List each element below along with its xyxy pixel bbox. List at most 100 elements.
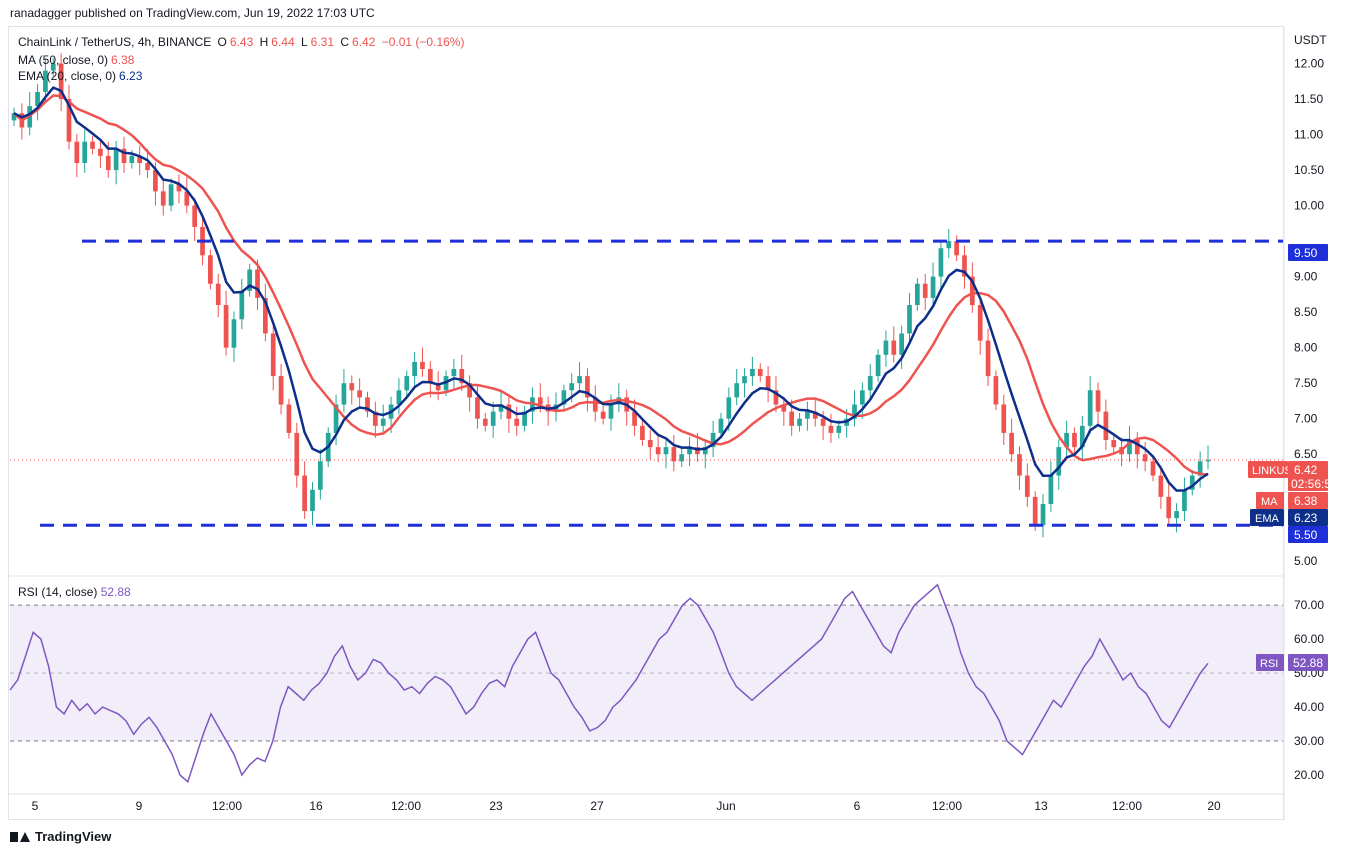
candle-body <box>427 368 433 384</box>
candle-body <box>482 418 488 426</box>
close-value: 6.42 <box>352 35 376 49</box>
candle-body <box>396 390 402 405</box>
candle-body <box>891 340 897 355</box>
candle-body <box>333 404 339 433</box>
candle-body <box>522 411 527 426</box>
candle-body <box>710 432 716 448</box>
candle-body <box>1142 454 1148 462</box>
candle-body <box>640 425 645 441</box>
candle-body <box>50 63 56 71</box>
candle-body <box>1072 432 1077 448</box>
candle-body <box>687 447 692 455</box>
candle-body <box>1095 390 1101 412</box>
ema20-line <box>13 86 1209 492</box>
open-value: 6.43 <box>229 35 254 49</box>
candle-body <box>1189 475 1195 490</box>
rsi-badge-value: 52.88 <box>1293 656 1323 670</box>
candle-body <box>867 376 873 391</box>
candle-body <box>969 276 975 306</box>
candle-body <box>702 447 708 455</box>
candle-body <box>239 290 245 320</box>
candle-body <box>365 397 370 412</box>
candle-body <box>985 340 991 377</box>
candle-body <box>914 283 920 306</box>
candle-body <box>922 283 928 298</box>
candle-body <box>907 305 912 334</box>
candle-body <box>1127 440 1132 455</box>
candle-body <box>781 404 787 412</box>
candle-body <box>883 340 889 355</box>
symbol-legend: ChainLink / TetherUS, 4h, BINANCE O 6.43 … <box>18 35 465 49</box>
ema-legend-value: 6.23 <box>119 69 143 83</box>
candle-body <box>35 91 40 107</box>
candle-body <box>153 170 158 192</box>
candle-body <box>789 411 795 426</box>
candle-body <box>74 141 80 163</box>
candle-body <box>750 368 755 377</box>
candle-body <box>1032 496 1038 526</box>
candle-body <box>435 383 441 391</box>
candle-body <box>278 376 284 405</box>
time-tick-label: 12:00 <box>932 799 962 813</box>
candle-body <box>11 113 17 121</box>
ma50-line <box>13 94 1209 477</box>
candle-body <box>451 368 457 377</box>
candle-body <box>514 418 520 426</box>
time-tick-label: 27 <box>590 799 604 813</box>
candle-body <box>805 411 810 419</box>
candle-body <box>247 269 253 291</box>
candle-body <box>467 383 472 398</box>
candle-body <box>145 162 150 171</box>
candle-body <box>357 390 362 398</box>
candle-body <box>1150 461 1156 476</box>
price-tick-label: 7.00 <box>1294 412 1318 426</box>
rsi-tick-label: 70.00 <box>1294 598 1324 612</box>
candle-body <box>184 191 190 206</box>
time-tick-label: 6 <box>854 799 861 813</box>
candle-body <box>820 418 826 426</box>
candle-body <box>632 411 637 426</box>
candle-body <box>1134 440 1140 455</box>
candle-body <box>98 148 103 156</box>
candle-body <box>930 276 936 298</box>
rsi-band <box>10 605 1283 742</box>
candle-body <box>962 255 967 277</box>
candle-body <box>993 376 999 405</box>
candle-body <box>561 390 567 405</box>
candle-body <box>600 411 606 419</box>
candle-body <box>137 155 143 163</box>
countdown-value: 02:56:55 <box>1291 477 1338 491</box>
candle-body <box>498 404 504 412</box>
candle-body <box>734 383 740 398</box>
candle-body <box>1111 440 1117 448</box>
candle-body <box>372 411 378 426</box>
time-tick-label: 12:00 <box>212 799 242 813</box>
candle-body <box>349 383 355 391</box>
price-tick-label: 12.00 <box>1294 57 1324 71</box>
level-high-value: 9.50 <box>1294 246 1318 260</box>
publish-line: ranadagger published on TradingView.com,… <box>10 6 375 20</box>
ema-badge-tag <box>1250 509 1284 526</box>
candle-body <box>1087 390 1093 426</box>
candle-body <box>946 241 952 249</box>
candle-body <box>1205 459 1211 462</box>
time-tick-label: Jun <box>716 799 735 813</box>
candle-body <box>537 397 543 405</box>
level-low-badge <box>1288 526 1328 543</box>
symbol-badge <box>1248 461 1288 478</box>
level-low-value: 5.50 <box>1294 528 1318 542</box>
candle-body <box>852 404 857 419</box>
candle-body <box>1048 475 1054 504</box>
change-value: −0.01 (−0.16%) <box>381 35 465 49</box>
candle-body <box>176 184 182 192</box>
candle-body <box>577 376 582 384</box>
rsi-tick-label: 30.00 <box>1294 734 1324 748</box>
candle-body <box>1017 454 1022 476</box>
candle-body <box>773 390 779 405</box>
ema-legend: EMA (20, close, 0) 6.23 <box>18 69 143 83</box>
candle-body <box>412 361 417 377</box>
candle-body <box>208 255 213 284</box>
tradingview-brand[interactable]: TradingView <box>10 829 111 844</box>
candle-body <box>1009 432 1014 455</box>
